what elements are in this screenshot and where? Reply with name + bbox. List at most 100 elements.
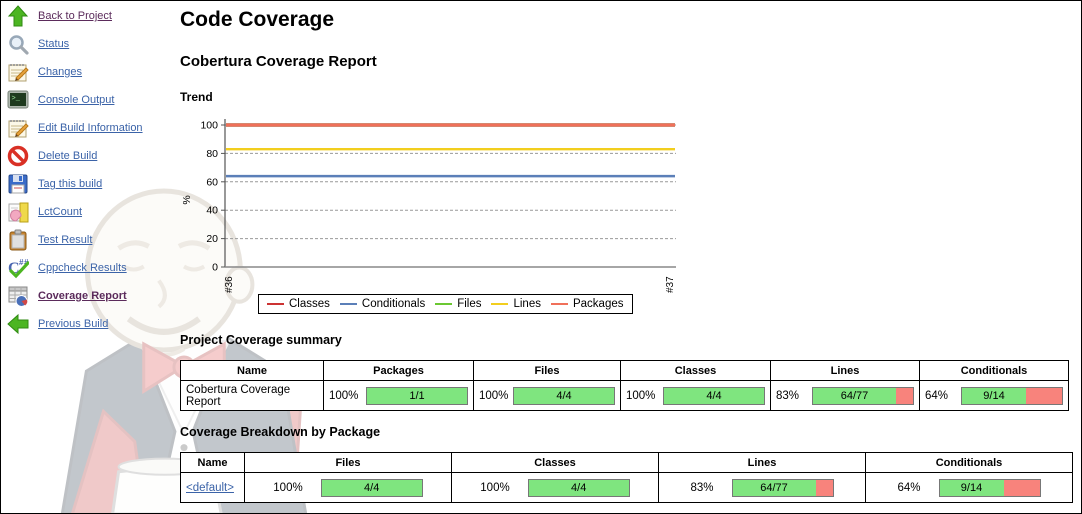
coverage-bar: 4/4 xyxy=(527,478,630,497)
coverage-bar: 64/77 xyxy=(812,386,914,405)
column-header: Lines xyxy=(658,452,866,473)
legend-line-swatch-icon xyxy=(491,302,509,306)
sidebar-item-previous-build[interactable]: Previous Build xyxy=(0,310,178,338)
coverage-bar: 4/4 xyxy=(320,478,423,497)
coverage-percent: 100% xyxy=(479,389,509,402)
coverage-ratio: 4/4 xyxy=(364,481,380,494)
cppcheck-icon: C # # xyxy=(8,258,29,279)
coverage-bar: 64/77 xyxy=(731,478,834,497)
legend-label: Conditionals xyxy=(361,298,426,310)
sidebar-link[interactable]: Edit Build Information xyxy=(38,122,143,134)
files-metric-cell: 100% 4/4 xyxy=(244,472,452,503)
sidebar-item-tag-this-build[interactable]: Tag this build xyxy=(0,170,178,198)
coverage-breakdown-table: Name Files Classes Lines Conditionals <d… xyxy=(180,452,1073,503)
magnifier-icon xyxy=(9,35,29,55)
legend-entry: Conditionals xyxy=(339,298,426,310)
svg-text:>_: >_ xyxy=(12,95,21,103)
legend-entry: Packages xyxy=(550,298,624,310)
sidebar-item-edit-build-information[interactable]: Edit Build Information xyxy=(0,114,178,142)
forbidden-icon xyxy=(7,145,29,167)
sidebar-link[interactable]: Back to Project xyxy=(38,10,112,22)
svg-text:#37: #37 xyxy=(665,276,676,293)
sidebar-item-cppcheck-results[interactable]: C # # Cppcheck Results xyxy=(0,254,178,282)
spreadsheet-pie-icon xyxy=(8,286,28,307)
package-name-cell: <default> xyxy=(180,472,245,503)
sidebar-item-status[interactable]: Status xyxy=(0,30,178,58)
column-header: Name xyxy=(180,452,245,473)
notepad-pencil-icon xyxy=(8,64,29,82)
sidebar-link[interactable]: Delete Build xyxy=(38,150,98,162)
sidebar-item-coverage-report[interactable]: Coverage Report xyxy=(0,282,178,310)
coverage-ratio: 1/1 xyxy=(409,389,425,402)
table-header-row: Name Packages Files Classes Lines Condit… xyxy=(180,360,1069,381)
packages-metric-cell: 100% 1/1 xyxy=(323,380,474,411)
coverage-percent: 100% xyxy=(480,481,510,494)
sidebar-link[interactable]: Console Output xyxy=(38,94,115,106)
sidebar-item-delete-build[interactable]: Delete Build xyxy=(0,142,178,170)
sidebar-link[interactable]: Test Result xyxy=(38,234,93,246)
sidebar-link[interactable]: Coverage Report xyxy=(38,290,127,302)
notepad-pencil-icon xyxy=(8,120,29,138)
svg-text:0: 0 xyxy=(212,262,218,274)
files-metric-cell: 100% 4/4 xyxy=(473,380,621,411)
coverage-ratio: 9/14 xyxy=(960,481,983,494)
svg-text:20: 20 xyxy=(206,233,218,245)
legend-entry: Files xyxy=(435,298,481,310)
svg-text:60: 60 xyxy=(206,176,218,188)
column-header: Classes xyxy=(620,360,771,381)
sidebar-link[interactable]: LctCount xyxy=(38,206,83,218)
legend-line-swatch-icon xyxy=(435,302,453,306)
coverage-ratio: 4/4 xyxy=(571,481,587,494)
sidebar: Back to Project Status Changes >_ Consol… xyxy=(0,2,178,338)
coverage-ratio: 9/14 xyxy=(983,389,1005,402)
column-header: Classes xyxy=(451,452,659,473)
sidebar-item-console-output[interactable]: >_ Console Output xyxy=(0,86,178,114)
coverage-percent: 100% xyxy=(273,481,303,494)
column-header: Files xyxy=(473,360,621,381)
sidebar-item-test-result[interactable]: Test Result xyxy=(0,226,178,254)
sidebar-item-changes[interactable]: Changes xyxy=(0,58,178,86)
conditionals-metric-cell: 64% 9/14 xyxy=(919,380,1069,411)
legend-line-swatch-icon xyxy=(550,302,568,306)
sidebar-link[interactable]: Changes xyxy=(38,66,83,78)
legend-label: Packages xyxy=(572,298,624,310)
lines-metric-cell: 83% 64/77 xyxy=(658,472,866,503)
coverage-bar: 1/1 xyxy=(366,386,468,405)
svg-text:C: C xyxy=(8,260,20,277)
sidebar-item-back-to-project[interactable]: Back to Project xyxy=(0,2,178,30)
breakdown-heading: Coverage Breakdown by Package xyxy=(180,425,381,439)
table-header-row: Name Files Classes Lines Conditionals xyxy=(180,452,1073,473)
classes-metric-cell: 100% 4/4 xyxy=(451,472,659,503)
chart-legend: Classes Conditionals Files Lines Packages xyxy=(258,294,633,314)
sidebar-item-lctcount[interactable]: LctCount xyxy=(0,198,178,226)
legend-entry: Classes xyxy=(267,298,330,310)
column-header: Conditionals xyxy=(919,360,1069,381)
svg-text:80: 80 xyxy=(206,148,218,160)
sidebar-link[interactable]: Previous Build xyxy=(38,318,109,330)
sidebar-link[interactable]: Cppcheck Results xyxy=(38,262,127,274)
trend-chart: 0 20 40 60 80 100% #36 #37 xyxy=(181,119,676,293)
coverage-percent: 83% xyxy=(690,481,714,494)
coverage-percent: 100% xyxy=(329,389,359,402)
sidebar-link[interactable]: Tag this build xyxy=(38,178,103,190)
svg-text:#: # xyxy=(19,258,24,267)
legend-line-swatch-icon xyxy=(339,302,357,306)
up-arrow-icon xyxy=(7,5,29,27)
coverage-bar: 4/4 xyxy=(513,386,615,405)
clipboard-icon xyxy=(9,229,27,251)
sidebar-link[interactable]: Status xyxy=(38,38,70,50)
classes-metric-cell: 100% 4/4 xyxy=(620,380,771,411)
summary-heading: Project Coverage summary xyxy=(180,333,342,347)
document-pie-icon xyxy=(8,202,29,223)
coverage-percent: 100% xyxy=(626,389,656,402)
coverage-bar: 9/14 xyxy=(961,386,1063,405)
package-link[interactable]: <default> xyxy=(186,481,234,494)
coverage-ratio: 4/4 xyxy=(706,389,722,402)
coverage-percent: 83% xyxy=(776,389,800,402)
project-coverage-summary-table: Name Packages Files Classes Lines Condit… xyxy=(180,360,1069,411)
legend-label: Lines xyxy=(513,298,541,310)
svg-text:#36: #36 xyxy=(224,276,235,293)
legend-label: Classes xyxy=(289,298,330,310)
page-title: Code Coverage xyxy=(180,8,335,31)
report-subtitle: Cobertura Coverage Report xyxy=(180,53,377,70)
